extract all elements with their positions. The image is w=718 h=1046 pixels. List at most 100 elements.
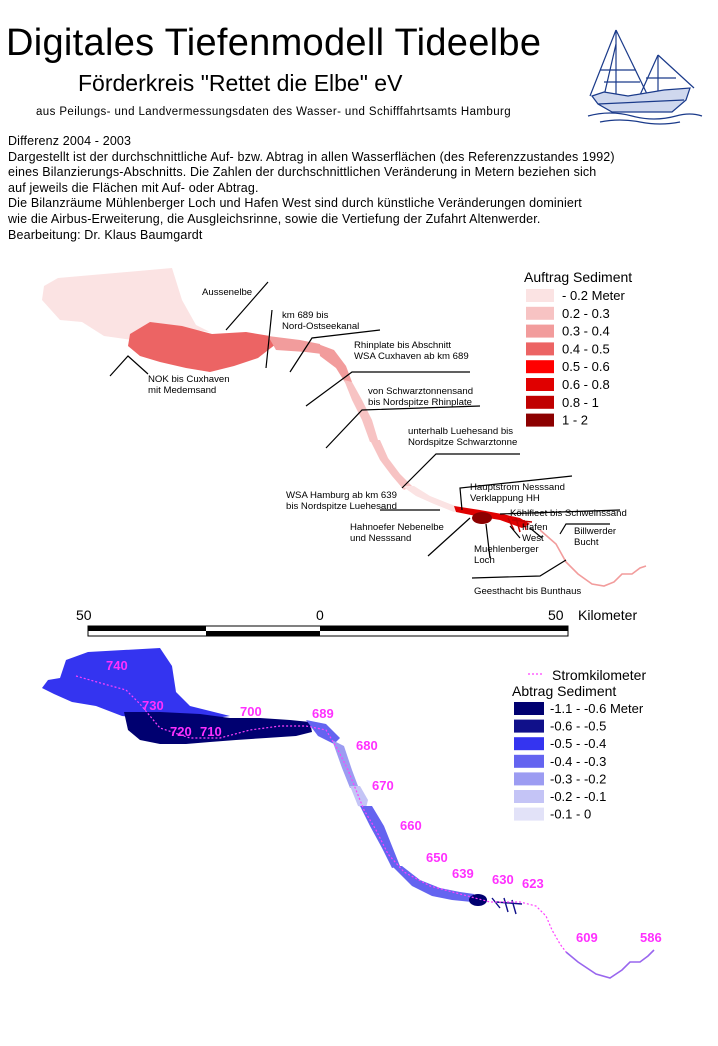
legend-item: -0.4 - -0.3 [514,754,606,769]
leader-line [499,509,621,515]
legend-label: 0.3 - 0.4 [562,324,610,339]
scale-label: 0 [316,607,324,623]
section-label: Billwerder Bucht [574,526,617,548]
leader-line [305,371,470,407]
legend-label: 1 - 2 [562,413,588,428]
leader-line [509,525,521,539]
leader-line [289,329,381,373]
river-section-schwarztonnensand [350,786,368,808]
legend-swatch [526,289,554,302]
section-label: Hahnoefer Nebenelbe und Nesssand [350,522,444,544]
stromkilometer-line [75,675,567,953]
legend-swatch [514,719,544,733]
legend-item: 0.8 - 1 [526,395,599,410]
legend-swatch [526,360,554,374]
legend-swatch [514,790,544,803]
legend-label: -0.6 - -0.5 [550,719,606,734]
legend-label: 0.2 - 0.3 [562,306,610,321]
page-title: Digitales Tiefenmodell Tideelbe [6,22,542,64]
section-label: Köhlfleet bis Schweinssand [510,508,627,519]
km-label: 700 [240,704,262,719]
section-label: Rhinplate bis Abschnitt WSA Cuxhaven ab k… [354,340,469,362]
legend-item: 0.2 - 0.3 [526,306,610,321]
leader-line [401,453,520,489]
scale-bar: 50 0 50 Kilometer [76,607,637,637]
legend-km-label: Stromkilometer [552,667,646,683]
section-label: Aussenelbe [202,287,252,298]
legend-swatch [526,324,554,338]
river-section-rhinplate [318,344,352,384]
legend-label: - 0.2 Meter [562,288,626,303]
upper-map: Aussenelbe km 689 bis Nord-Ostseekanal Rh… [42,268,647,597]
km-label: 586 [640,930,662,945]
lower-map: 740 730 720 710 700 689 680 670 660 650 … [42,648,662,979]
legend-auftrag: Auftrag Sediment - 0.2 Meter 0.2 - 0.3 0.3… [524,269,632,428]
section-label: unterhalb Luehesand bis Nordspitze Schwar… [408,426,517,448]
legend-swatch [514,772,544,786]
leader-line [265,309,273,369]
leader-line [459,475,573,511]
km-label: 740 [106,658,128,673]
legend-label: 0.6 - 0.8 [562,377,610,392]
page-subtitle: Förderkreis "Rettet die Elbe" eV [78,70,403,96]
legend-label: -0.3 - -0.2 [550,771,606,786]
river-section-luehesand [370,440,412,490]
legend-item: -0.5 - -0.4 [514,736,606,751]
legend-label: 0.8 - 1 [562,395,599,410]
leader-line [471,559,567,579]
section-label: Hafen West [522,522,548,544]
river-section-hafen-west [491,897,523,915]
river-section-wsa-hamburg [392,866,474,902]
description-line: auf jeweils die Flächen mit Auf- oder Ab… [8,180,259,195]
river-section-aussenelbe [42,648,230,726]
section-label: km 689 bis Nord-Ostseekanal [282,310,359,332]
section-label: von Schwarztonnensand bis Nordspitze Rhin… [368,386,473,408]
data-source-note: aus Peilungs- und Landvermessungsdaten d… [36,106,512,118]
river-section-nok-cuxhaven [124,712,312,744]
legend-abtrag: Stromkilometer Abtrag Sediment -1.1 - -0… [512,667,646,822]
km-label: 609 [576,930,598,945]
legend-item: 0.4 - 0.5 [526,341,610,356]
legend-item: 0.3 - 0.4 [526,324,610,339]
leader-line [109,355,149,377]
legend-title: Abtrag Sediment [512,683,616,699]
km-label: 689 [312,706,334,721]
legend-item: 0.6 - 0.8 [526,377,610,392]
legend-label: -1.1 - -0.6 Meter [550,701,644,716]
km-label: 630 [492,872,514,887]
description-line: Dargestellt ist der durchschnittliche Au… [8,149,615,164]
legend-swatch [514,737,544,751]
section-label: WSA Hamburg ab km 639 bis Nordspitze Lueh… [286,490,397,512]
river-section-km689-nok [268,336,322,354]
leader-line [427,517,471,557]
description-line: eines Bilanzierungs-Abschnitts. Die Zahl… [8,165,597,180]
km-label: 670 [372,778,394,793]
legend-item: -0.6 - -0.5 [514,719,606,734]
river-section-muehlenberger-loch [472,512,492,524]
scale-label: 50 [76,607,92,623]
legend-swatch [526,378,554,391]
leader-line [485,523,491,559]
legend-item: -0.3 - -0.2 [514,771,606,786]
km-label: 650 [426,850,448,865]
legend-title: Auftrag Sediment [524,269,632,285]
legend-swatch [526,306,554,320]
legend-label: -0.4 - -0.3 [550,754,606,769]
legend-item: 1 - 2 [526,413,588,428]
legend-item: -0.1 - 0 [514,807,591,822]
description-line: wie die Airbus-Erweiterung, die Ausgleic… [8,211,541,226]
description-line: Bearbeitung: Dr. Klaus Baumgardt [8,227,203,242]
description-block: Differenz 2004 - 2003 Dargestellt ist de… [8,134,615,243]
section-label: Geesthacht bis Bunthaus [474,586,581,597]
legend-label: 0.4 - 0.5 [562,341,610,356]
section-label: NOK bis Cuxhaven mit Medemsand [148,374,230,396]
km-label: 639 [452,866,474,881]
leader-line [325,405,481,449]
km-label: 710 [200,724,222,739]
km-label: 680 [356,738,378,753]
legend-swatch [514,754,544,768]
river-section-aussenelbe [42,268,210,340]
legend-item: - 0.2 Meter [526,288,626,303]
legend-swatch [514,702,544,715]
